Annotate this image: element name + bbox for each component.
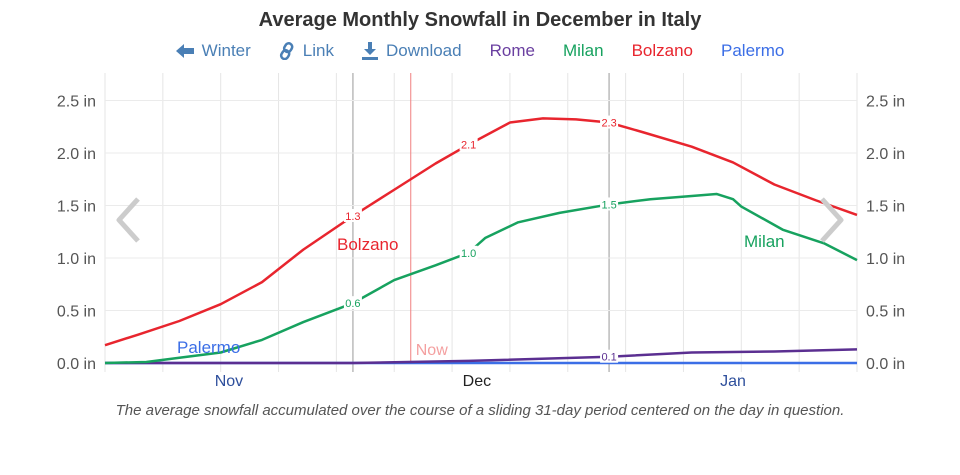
download-button[interactable]: Download bbox=[361, 41, 462, 61]
winter-label: Winter bbox=[201, 41, 251, 60]
series-label-bolzano: Bolzano bbox=[337, 235, 398, 254]
y-tick-label-right: 0.0 in bbox=[866, 356, 905, 373]
y-tick-label-left: 1.5 in bbox=[57, 199, 96, 216]
winter-link[interactable]: Winter bbox=[175, 41, 251, 61]
next-arrow-icon[interactable] bbox=[817, 195, 847, 245]
link-icon bbox=[279, 42, 294, 60]
x-tick-label: Nov bbox=[215, 373, 243, 390]
legend-rome[interactable]: Rome bbox=[489, 41, 535, 60]
download-icon bbox=[361, 42, 378, 60]
y-tick-label-right: 0.5 in bbox=[866, 304, 905, 321]
data-label-rome: 0.1 bbox=[601, 352, 616, 364]
legend-milan[interactable]: Milan bbox=[562, 41, 604, 60]
data-label-milan: 1.0 bbox=[461, 248, 476, 260]
link-button[interactable]: Link bbox=[279, 41, 334, 61]
data-label-milan: 0.6 bbox=[345, 298, 360, 310]
link-label: Link bbox=[302, 41, 334, 60]
data-label-bg bbox=[600, 115, 619, 129]
series-label-palermo: Palermo bbox=[177, 338, 240, 357]
data-label-bg bbox=[343, 209, 362, 222]
y-tick-label-left: 1.0 in bbox=[57, 251, 96, 268]
y-tick-label-left: 0.0 in bbox=[57, 356, 96, 373]
data-label-bg bbox=[600, 197, 619, 211]
snowfall-chart: 0.0 in 0.0 in 0.5 in 0.5 in 1.0 in 1.0 in 1.5 … bbox=[57, 73, 905, 390]
y-tick-label-right: 1.5 in bbox=[866, 199, 905, 216]
y-tick-label-left: 0.5 in bbox=[57, 304, 96, 321]
chart-title: Average Monthly Snowfall in December in … bbox=[258, 9, 702, 31]
data-label-bolzano: 2.1 bbox=[461, 140, 476, 152]
x-tick-label: Jan bbox=[720, 373, 746, 390]
y-tick-label-right: 2.5 in bbox=[866, 94, 905, 111]
series-line-bolzano bbox=[104, 117, 858, 347]
y-tick-label-right: 2.0 in bbox=[866, 146, 905, 163]
x-tick-label: Dec bbox=[463, 373, 491, 390]
data-label-milan: 1.5 bbox=[601, 199, 616, 211]
now-label: Now bbox=[416, 342, 448, 359]
data-label-bg bbox=[459, 245, 478, 259]
y-tick-label-right: 1.0 in bbox=[866, 251, 905, 268]
series-label-milan: Milan bbox=[744, 232, 785, 251]
y-tick-label-left: 2.0 in bbox=[57, 146, 96, 163]
legend-palermo[interactable]: Palermo bbox=[721, 41, 785, 60]
y-tick-label-left: 2.5 in bbox=[57, 94, 96, 111]
series-line-milan bbox=[104, 192, 858, 365]
previous-arrow-icon[interactable] bbox=[113, 195, 143, 245]
data-label-bg bbox=[459, 137, 478, 151]
data-label-bg bbox=[343, 296, 362, 310]
arrow-left-icon bbox=[175, 44, 194, 58]
download-label: Download bbox=[385, 41, 462, 60]
data-label-bg bbox=[600, 349, 619, 363]
chart-caption: The average snowfall accumulated over th… bbox=[115, 402, 845, 419]
legend-bolzano[interactable]: Bolzano bbox=[631, 41, 694, 60]
data-label-bolzano: 1.3 bbox=[345, 211, 360, 223]
chart-nav: Winter Link Download Rome Milan Bolzano … bbox=[0, 41, 960, 61]
data-label-bolzano: 2.3 bbox=[601, 118, 616, 130]
